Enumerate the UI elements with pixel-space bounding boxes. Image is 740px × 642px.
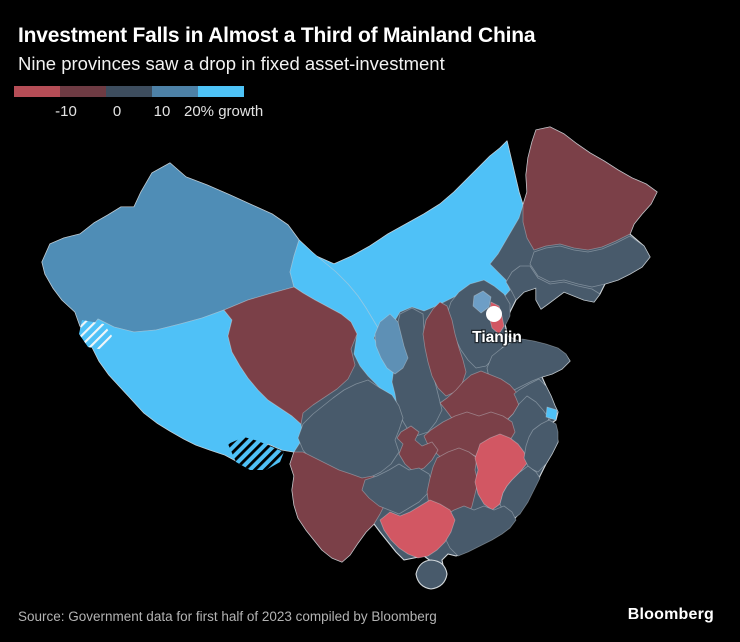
province-guangxi [379, 499, 456, 559]
province-hebei [446, 279, 511, 369]
province-qinghai [223, 286, 358, 425]
legend-segment-10-20 [152, 86, 198, 97]
tianjin-map-label: Tianjin [472, 329, 522, 346]
province-shanxi [422, 301, 467, 397]
color-scale-legend: -10 0 10 20% growth [14, 86, 263, 123]
tianjin-marker-dot [486, 306, 502, 322]
legend-segment-0-10 [106, 86, 152, 97]
legend-tick-20-growth: 20% growth [184, 103, 264, 120]
province-guizhou [361, 463, 434, 515]
province-chongqing [396, 425, 439, 473]
province-yunnan [289, 451, 390, 563]
source-note: Source: Government data for first half o… [18, 609, 437, 624]
chart-title: Investment Falls in Almost a Third of Ma… [18, 24, 536, 47]
hatched-region-south-tibet [228, 437, 284, 470]
province-ningxia [374, 313, 409, 375]
chart-header: Investment Falls in Almost a Third of Ma… [18, 24, 730, 75]
chart-subtitle: Nine provinces saw a drop in fixed asset… [18, 53, 445, 75]
province-shanghai [545, 406, 558, 421]
province-fujian [499, 465, 541, 521]
province-jilin [529, 235, 651, 288]
province-zhejiang [523, 419, 559, 473]
province-liaoning [505, 265, 601, 310]
bloomberg-logo: Bloomberg [627, 606, 714, 623]
province-guangdong [441, 505, 517, 557]
legend-tick-neg10: -10 [55, 103, 77, 120]
province-beijing [472, 290, 492, 314]
legend-color-bar [14, 86, 244, 97]
province-heilongjiang [522, 126, 658, 251]
legend-tick-10: 10 [153, 103, 171, 120]
hatched-region-aksai-chin [79, 320, 112, 350]
legend-tick-labels: -10 0 10 20% growth [14, 103, 263, 123]
legend-segment-below-neg10 [14, 86, 60, 97]
legend-segment-above-20 [198, 86, 244, 97]
province-hainan [415, 559, 448, 590]
legend-segment-neg10-0 [60, 86, 106, 97]
legend-tick-0: 0 [112, 103, 122, 120]
